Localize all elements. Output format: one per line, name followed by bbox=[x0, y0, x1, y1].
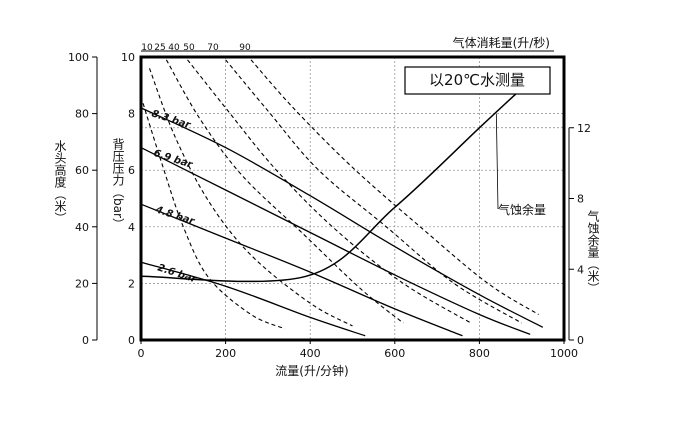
series-label: 4.8 bar bbox=[153, 204, 196, 227]
plot-frame bbox=[139, 55, 566, 342]
npsh-tick-label: 4 bbox=[577, 263, 584, 276]
pressure-tick-label: 2 bbox=[128, 277, 135, 290]
npsh-curve-group bbox=[140, 91, 519, 283]
air-consumption-curve bbox=[140, 96, 286, 330]
air-consumption-curves bbox=[140, 59, 539, 330]
head-tick-label: 80 bbox=[75, 108, 89, 121]
pressure-axis-title: 背压压力（bar） bbox=[111, 138, 125, 230]
x-axis-title: 流量(升/分钟) bbox=[275, 363, 348, 378]
air-consumption-curve bbox=[165, 59, 404, 324]
npsh-tick-label: 8 bbox=[577, 193, 584, 206]
x-tick-label: 0 bbox=[138, 347, 145, 360]
pressure-curve bbox=[140, 203, 463, 337]
air-consumption-curve bbox=[148, 68, 353, 327]
note-box bbox=[404, 66, 551, 95]
npsh-tick-label: 12 bbox=[577, 122, 591, 135]
series-label: 6.9 bar bbox=[152, 148, 194, 171]
air-tick-label: 70 bbox=[207, 43, 219, 53]
note-text: 以20℃水测量 bbox=[429, 71, 525, 89]
head-axis-title: 水头高度（米） bbox=[53, 140, 67, 224]
pressure-tick-label: 8 bbox=[128, 108, 135, 121]
pressure-curve bbox=[140, 107, 544, 328]
pressure-curve bbox=[140, 147, 531, 335]
npsh-tick-label: 0 bbox=[577, 334, 584, 347]
top-axis-title: 气体消耗量(升/秒) bbox=[453, 35, 550, 50]
x-tick-label: 600 bbox=[384, 347, 405, 360]
series-label: 2.6 bar bbox=[156, 263, 198, 286]
air-consumption-curve bbox=[187, 59, 472, 324]
head-tick-label: 0 bbox=[82, 334, 89, 347]
head-tick-label: 60 bbox=[75, 164, 89, 177]
npsh-curve bbox=[140, 91, 519, 283]
air-tick-label: 50 bbox=[183, 43, 195, 53]
pressure-tick-label: 10 bbox=[121, 51, 135, 64]
air-tick-label: 40 bbox=[168, 43, 180, 53]
tick-labels: 0 200 400 600 800 100002468100204060801000481… bbox=[68, 43, 591, 360]
pressure-tick-label: 4 bbox=[128, 221, 135, 234]
air-tick-label: 90 bbox=[239, 43, 251, 53]
head-tick-label: 40 bbox=[75, 221, 89, 234]
pressure-tick-label: 6 bbox=[128, 164, 135, 177]
x-tick-label: 200 bbox=[215, 347, 236, 360]
pressure-curve bbox=[140, 261, 366, 337]
x-tick-label: 1000 bbox=[550, 347, 578, 360]
x-tick-label: 800 bbox=[469, 347, 490, 360]
air-consumption-curve bbox=[225, 59, 522, 324]
head-tick-label: 20 bbox=[75, 277, 89, 290]
air-tick-label: 10 bbox=[141, 43, 153, 53]
grid-lines bbox=[141, 57, 564, 340]
npsh-curve-label: 气蚀余量 bbox=[498, 202, 546, 217]
pressure-tick-label: 0 bbox=[128, 334, 135, 347]
air-tick-label: 25 bbox=[154, 43, 165, 53]
air-consumption-curve bbox=[250, 59, 539, 315]
npsh-axis-title: 气蚀余量（米） bbox=[586, 209, 600, 294]
x-tick-label: 400 bbox=[300, 347, 321, 360]
npsh-leader-line bbox=[495, 113, 499, 210]
head-tick-label: 100 bbox=[68, 51, 89, 64]
